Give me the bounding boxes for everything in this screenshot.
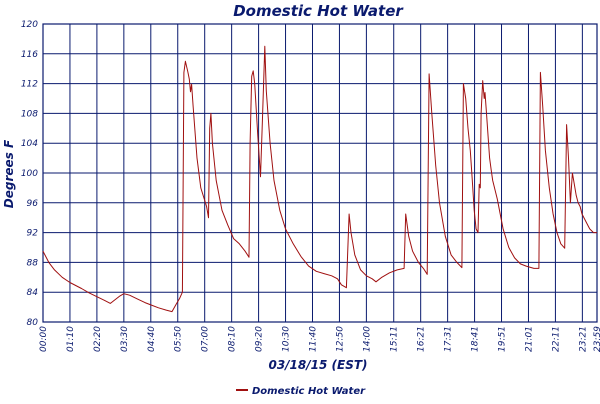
x-tick-label: 07:00: [201, 326, 211, 352]
y-tick-label: 92: [27, 229, 39, 239]
x-tick-label: 12:50: [335, 326, 345, 352]
x-tick-label: 03:30: [120, 326, 130, 352]
x-tick-label: 21:01: [524, 326, 534, 352]
y-tick-label: 112: [21, 80, 38, 90]
plot-border: [42, 23, 598, 323]
x-tick-label: 00:00: [39, 326, 49, 352]
x-tick-label: 23:21: [578, 326, 588, 352]
y-tick-label: 96: [27, 199, 39, 209]
x-tick-label: 08:10: [228, 326, 238, 352]
x-tick-label: 19:51: [498, 326, 508, 352]
y-tick-label: 108: [21, 109, 38, 119]
y-tick-labels: 80 84 88 92 96 100 104 108 112 116 120: [21, 20, 38, 328]
y-tick-label: 104: [21, 139, 38, 149]
x-tick-label: 16:21: [417, 326, 427, 352]
plot-frame: [42, 23, 598, 323]
x-tick-label: 11:40: [308, 326, 318, 352]
x-tick-label: 04:40: [147, 326, 157, 352]
x-tick-label: 10:30: [282, 326, 292, 352]
x-axis-title: 03/18/15 (EST): [268, 358, 367, 372]
x-tick-label: 15:11: [390, 326, 400, 352]
legend: Domestic Hot Water: [236, 386, 366, 397]
x-tick-label: 17:31: [444, 326, 454, 352]
y-axis-title: Degrees F: [2, 139, 16, 208]
series-line-domestic-hot-water: [42, 45, 597, 313]
x-tick-label: 09:20: [255, 326, 265, 352]
y-tick-label: 84: [27, 288, 39, 298]
x-tick-label: 23:59: [593, 326, 600, 352]
x-tick-label: 14:00: [362, 326, 372, 352]
y-tick-label: 88: [27, 258, 39, 268]
x-tick-label: 02:20: [93, 326, 103, 352]
x-tick-labels: 00:00 01:10 02:20 03:30 04:40 05:50 07:00 08:10…: [39, 326, 600, 352]
legend-label-domestic-hot-water: Domestic Hot Water: [252, 386, 366, 397]
x-tick-label: 01:10: [66, 326, 76, 352]
x-tick-label: 05:50: [174, 326, 184, 352]
series-layer: [42, 45, 597, 313]
y-tick-label: 116: [21, 50, 38, 60]
x-tick-label: 22:11: [551, 326, 561, 352]
y-tick-label: 80: [27, 318, 39, 328]
y-tick-label: 100: [21, 169, 38, 179]
x-tick-label: 18:41: [471, 326, 481, 352]
y-tick-label: 120: [21, 20, 38, 30]
chart-title: Domestic Hot Water: [233, 2, 404, 20]
